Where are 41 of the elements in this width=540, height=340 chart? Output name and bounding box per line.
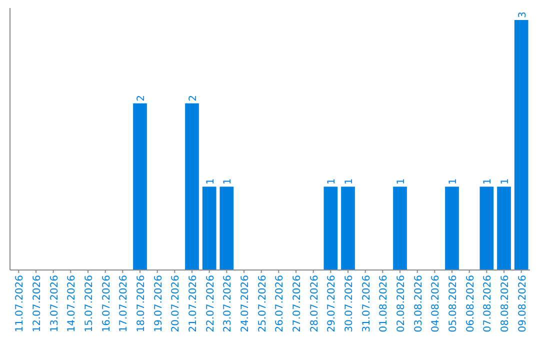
x-tick-label: 27.07.2026 xyxy=(292,275,303,332)
x-tick-label: 29.07.2026 xyxy=(326,275,338,332)
x-tick-label: 21.07.2026 xyxy=(188,275,199,332)
x-tick-label: 31.07.2026 xyxy=(361,275,372,332)
x-tick-label: 20.07.2026 xyxy=(170,275,182,332)
x-tick-label: 22.07.2026 xyxy=(205,275,216,332)
x-tick-label: 01.08.2026 xyxy=(378,275,390,332)
x-tick-label: 15.07.2026 xyxy=(84,275,95,332)
x-tick-label: 26.07.2026 xyxy=(274,275,286,332)
x-tick-label: 06.08.2026 xyxy=(465,275,476,332)
data-label: 1 xyxy=(326,178,338,185)
data-label: 1 xyxy=(344,178,355,185)
x-tick-label: 05.08.2026 xyxy=(448,275,459,332)
x-tick-label: 18.07.2026 xyxy=(136,275,147,332)
data-label: 1 xyxy=(396,178,407,185)
x-tick-label: 17.07.2026 xyxy=(118,275,130,332)
x-tick-label: 04.08.2026 xyxy=(430,275,442,332)
data-label: 1 xyxy=(500,178,511,185)
x-tick-label: 03.08.2026 xyxy=(413,275,424,332)
x-tick-label: 25.07.2026 xyxy=(257,275,268,332)
x-tick-label: 12.07.2026 xyxy=(32,275,43,332)
data-label: 3 xyxy=(517,12,528,18)
data-label: 2 xyxy=(136,94,147,102)
x-tick-label: 13.07.2026 xyxy=(49,275,60,332)
x-tick-label: 23.07.2026 xyxy=(222,275,234,332)
x-tick-label: 16.07.2026 xyxy=(101,275,112,332)
x-tick-label: 30.07.2026 xyxy=(344,275,355,332)
x-tick-label: 02.08.2026 xyxy=(396,275,407,332)
x-tick-label: 14.07.2026 xyxy=(66,275,78,332)
data-label: 1 xyxy=(448,178,459,185)
x-tick-label: 24.07.2026 xyxy=(240,275,251,332)
x-tick-label: 19.07.2026 xyxy=(153,275,164,332)
data-label: 2 xyxy=(188,94,199,102)
x-tick-label: 11.07.2026 xyxy=(14,275,26,332)
x-tick-label: 07.08.2026 xyxy=(482,275,494,332)
x-tick-label: 28.07.2026 xyxy=(309,275,320,332)
x-tick-label: 09.08.2026 xyxy=(517,275,528,332)
data-label: 1 xyxy=(205,178,216,185)
data-label: 1 xyxy=(482,178,494,185)
data-label: 1 xyxy=(222,178,234,185)
x-tick-label: 08.08.2026 xyxy=(500,275,511,332)
